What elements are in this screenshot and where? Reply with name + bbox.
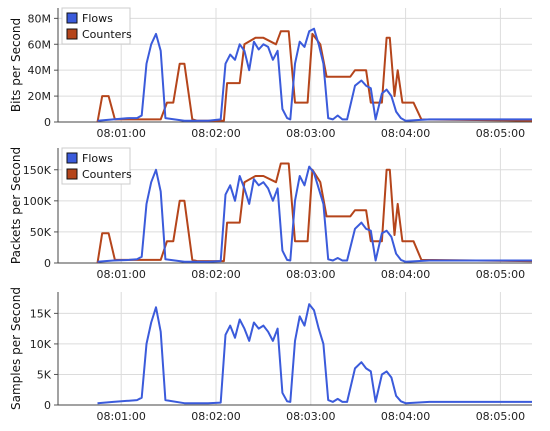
chart-0-legend-label-1: Counters	[82, 28, 132, 41]
chart-0-xtick-4: 08:05:00	[476, 127, 525, 140]
chart-1-xtick-1: 08:02:00	[191, 268, 240, 281]
chart-0-xtick-1: 08:02:00	[191, 127, 240, 140]
chart-2-ytick-3: 15K	[30, 307, 52, 320]
chart-0-ytick-0: 0	[44, 116, 51, 129]
chart-1-xtick-4: 08:05:00	[476, 268, 525, 281]
chart-2-xtick-0: 08:01:00	[96, 410, 145, 423]
chart-1-legend-label-0: Flows	[82, 152, 113, 165]
chart-0-series-flows-line	[97, 27, 532, 122]
chart-0-ytick-1: 20M	[28, 90, 52, 103]
chart-1-ytick-0: 0	[44, 257, 51, 270]
chart-1-xtick-0: 08:01:00	[96, 268, 145, 281]
chart-2-ylabel: Samples per Second	[9, 287, 23, 410]
chart-1-legend-label-1: Counters	[82, 168, 132, 181]
chart-0-ytick-3: 60M	[28, 38, 52, 51]
chart-1-panel: 08:01:00 08:02:00 08:03:00 08:04:00 08:05:00…	[9, 147, 533, 281]
chart-0-xtick-3: 08:04:00	[381, 127, 430, 140]
chart-1-legend-swatch-0	[66, 152, 78, 164]
chart-2-xtick-2: 08:03:00	[286, 410, 335, 423]
chart-0-xtick-0: 08:01:00	[96, 127, 145, 140]
chart-1-series-flows-line	[97, 165, 532, 263]
chart-2-ytick-1: 5K	[37, 368, 52, 381]
chart-1-ytick-3: 150K	[23, 164, 52, 177]
chart-1-legend-swatch-1	[66, 168, 78, 180]
chart-0-legend-swatch-0	[66, 12, 78, 24]
chart-0-ytick-2: 40M	[28, 64, 52, 77]
chart-0-legend: Flows Counters	[61, 7, 132, 45]
chart-1-legend: Flows Counters	[61, 147, 132, 185]
chart-0-ylabel: Bits per Second	[9, 18, 23, 112]
chart-1-series-counters-line	[96, 162, 533, 264]
chart-2-panel: 08:01:00 08:02:00 08:03:00 08:04:00 08:05:00…	[9, 287, 532, 423]
chart-2-xtick-1: 08:02:00	[191, 410, 240, 423]
chart-0-series-counters-line	[96, 30, 533, 123]
chart-0-ytick-4: 80M	[28, 12, 52, 25]
chart-0-legend-swatch-1	[66, 28, 78, 40]
chart-1-ytick-1: 50K	[30, 226, 52, 239]
chart-2-series-flows-line	[97, 303, 532, 405]
chart-0-panel: 08:01:00 08:02:00 08:03:00 08:04:00 08:05:00…	[9, 7, 533, 140]
chart-0-xtick-2: 08:03:00	[286, 127, 335, 140]
chart-1-xtick-3: 08:04:00	[381, 268, 430, 281]
chart-2-xtick-3: 08:04:00	[381, 410, 430, 423]
chart-2-xtick-4: 08:05:00	[476, 410, 525, 423]
chart-1-xtick-2: 08:03:00	[286, 268, 335, 281]
chart-1-ytick-2: 100K	[23, 195, 52, 208]
chart-2-ytick-0: 0	[44, 399, 51, 412]
chart-2-ytick-2: 10K	[30, 338, 52, 351]
chart-1-ylabel: Packets per Second	[9, 147, 23, 264]
chart-0-legend-label-0: Flows	[82, 12, 113, 25]
